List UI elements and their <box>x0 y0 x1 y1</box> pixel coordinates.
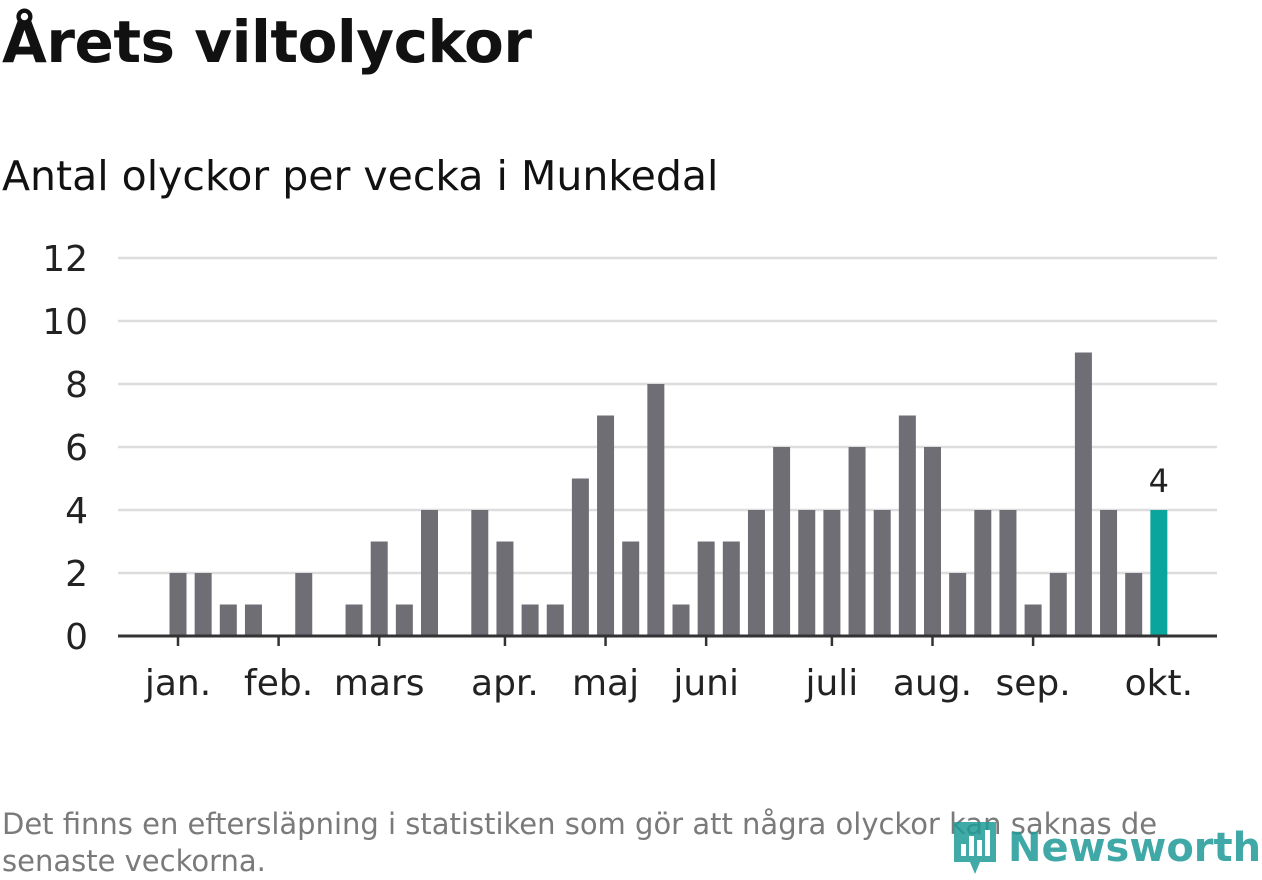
chart-title: Årets viltolyckor <box>2 8 532 76</box>
y-tick-label: 4 <box>65 491 88 532</box>
bar <box>647 384 665 636</box>
y-tick-label: 12 <box>42 239 88 280</box>
y-tick-label: 0 <box>65 617 88 658</box>
bar <box>848 447 866 636</box>
bar <box>546 604 564 636</box>
bar <box>571 478 589 636</box>
x-tick-label: feb. <box>244 663 313 704</box>
bar <box>722 541 740 636</box>
x-tick-label: sep. <box>995 663 1070 704</box>
x-tick-label: jan. <box>144 663 211 704</box>
x-tick-label: apr. <box>471 663 539 704</box>
bar <box>1074 352 1092 636</box>
bar <box>194 573 212 636</box>
bar <box>898 415 916 636</box>
bar <box>395 604 413 636</box>
bar-chart: 0 2 4 6 8 10 12 jan. feb. mars apr. maj juni juli aug… <box>42 239 1217 704</box>
bar <box>345 604 363 636</box>
bar <box>974 510 992 636</box>
bar-current-week <box>1150 510 1168 636</box>
data-label-current-week: 4 <box>1149 462 1169 500</box>
bar <box>295 573 313 636</box>
bar <box>421 510 438 636</box>
chart-subtitle: Antal olyckor per vecka i Munkedal <box>2 152 719 200</box>
x-tick-label: okt. <box>1125 663 1193 704</box>
bar <box>496 541 514 636</box>
bar <box>697 541 715 636</box>
bar <box>169 573 187 636</box>
y-axis-ticks: 0 2 4 6 8 10 12 <box>42 239 88 658</box>
bar <box>949 573 967 636</box>
bar <box>219 604 237 636</box>
newsworthy-logo: Newsworthy <box>950 818 1262 878</box>
bar <box>471 510 489 636</box>
bar <box>244 604 262 636</box>
bar <box>1049 573 1067 636</box>
x-tick-label: aug. <box>893 663 972 704</box>
bar <box>924 447 941 636</box>
bar <box>823 510 841 636</box>
x-axis-month-labels: jan. feb. mars apr. maj juni juli aug. sep. okt. <box>144 636 1193 704</box>
bar <box>999 510 1017 636</box>
bar <box>747 510 765 636</box>
y-tick-label: 8 <box>65 365 88 406</box>
gridlines <box>118 256 1217 575</box>
bar <box>873 510 891 636</box>
y-tick-label: 10 <box>42 302 88 343</box>
bar <box>521 604 539 636</box>
newsworthy-logo-icon <box>954 822 996 874</box>
bar <box>1125 573 1143 636</box>
bar <box>370 541 388 636</box>
data-labels: 4 <box>1149 462 1169 500</box>
y-tick-label: 2 <box>65 554 88 595</box>
x-tick-label: juli <box>804 663 858 704</box>
bar <box>622 541 640 636</box>
bars <box>169 352 1168 636</box>
bar <box>773 447 791 636</box>
bar <box>597 415 615 636</box>
bar <box>672 604 690 636</box>
x-tick-label: maj <box>572 663 639 704</box>
x-tick-label: mars <box>334 663 425 704</box>
newsworthy-logo-text: Newsworthy <box>1008 825 1262 871</box>
bar <box>798 510 816 636</box>
y-tick-label: 6 <box>65 428 88 469</box>
bar <box>1024 604 1042 636</box>
bar <box>1100 510 1118 636</box>
x-tick-label: juni <box>672 663 739 704</box>
